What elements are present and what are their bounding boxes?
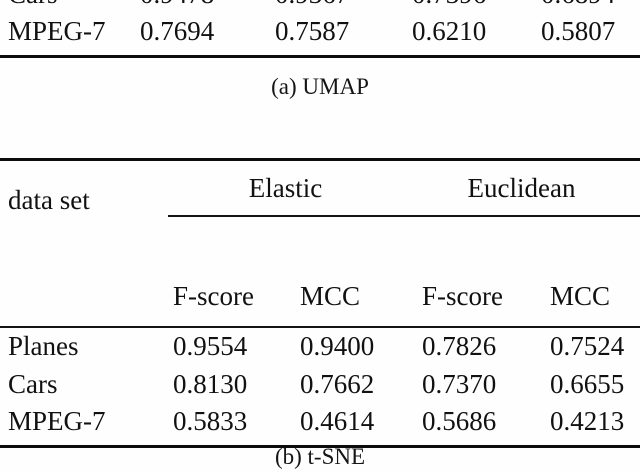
sub-header-fscore: F-score (173, 281, 254, 311)
sub-header-fscore: F-score (422, 281, 503, 311)
cell-value: 0.4614 (300, 406, 375, 436)
table-umap: Cars 0.9478 0.9367 0.7396 0.6894 MPEG-7 … (0, 0, 640, 58)
caption-umap: (a) UMAP (271, 74, 369, 99)
sub-header-row: F-score MCC F-score MCC (0, 216, 640, 327)
cell-value: 0.9478 (130, 0, 265, 13)
sub-header-mcc: MCC (300, 281, 361, 311)
table-row: Cars 0.9478 0.9367 0.7396 0.6894 (0, 0, 640, 13)
table-tsne: data set Elastic Euclidean F-score MCC F… (0, 158, 640, 448)
cell-value: 0.5807 (541, 16, 616, 46)
cell-value: 0.7524 (550, 331, 625, 361)
table-umap-grid: Cars 0.9478 0.9367 0.7396 0.6894 MPEG-7 … (0, 0, 640, 50)
table-row: Planes 0.9554 0.9400 0.7826 0.7524 (0, 327, 640, 365)
caption-tsne: (b) t-SNE (274, 444, 366, 469)
dataset-column-header: data set (8, 185, 90, 215)
sub-header-mcc: MCC (550, 281, 611, 311)
cell-value: 0.6210 (412, 16, 487, 46)
cell-value: 0.9400 (300, 331, 375, 361)
row-label: Cars (0, 0, 130, 13)
cell-value: 0.7826 (422, 331, 497, 361)
cell-value: 0.5686 (422, 406, 497, 436)
row-label: MPEG-7 (8, 406, 106, 436)
table-tsne-grid: data set Elastic Euclidean F-score MCC F… (0, 158, 640, 448)
cell-value: 0.6655 (550, 368, 625, 399)
cell-value: 0.6894 (531, 0, 640, 13)
cell-value: 0.5833 (173, 406, 248, 436)
group-header-row: data set Elastic Euclidean (0, 159, 640, 217)
cell-value: 0.9554 (173, 331, 248, 361)
cell-value: 0.7587 (275, 16, 350, 46)
row-label: Cars (8, 368, 58, 399)
cell-value: 0.7662 (300, 368, 375, 399)
cell-value: 0.8130 (173, 368, 248, 399)
group-header-elastic: Elastic (168, 159, 418, 217)
table-row: MPEG-7 0.7694 0.7587 0.6210 0.5807 (0, 13, 640, 50)
row-label: MPEG-7 (8, 16, 106, 46)
cell-value: 0.7396 (402, 0, 531, 13)
table-row: MPEG-7 0.5833 0.4614 0.5686 0.4213 (0, 403, 640, 446)
cell-value: 0.7370 (422, 368, 497, 399)
cell-value: 0.7694 (140, 16, 215, 46)
row-label: Planes (8, 331, 79, 361)
table-row: Cars 0.8130 0.7662 0.7370 0.6655 (0, 365, 640, 403)
group-header-euclidean: Euclidean (417, 159, 640, 217)
cell-value: 0.9367 (265, 0, 402, 13)
cell-value: 0.4213 (550, 406, 625, 436)
